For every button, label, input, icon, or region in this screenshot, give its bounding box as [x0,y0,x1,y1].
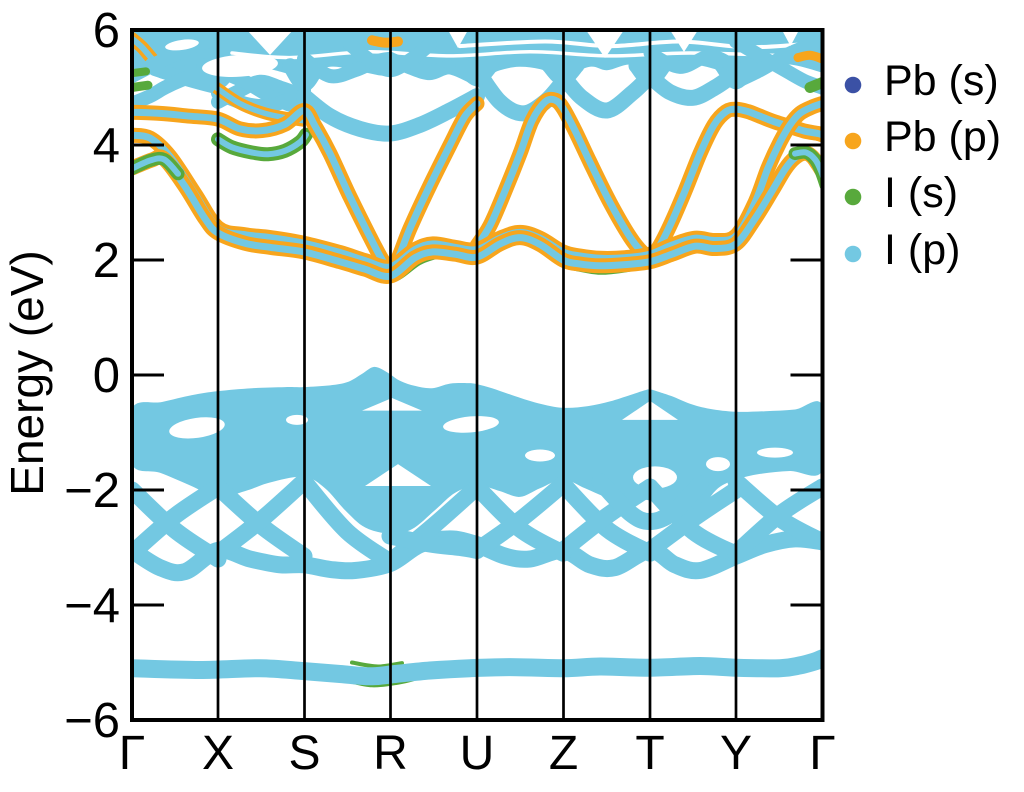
svg-text:X: X [202,727,234,780]
svg-text:S: S [288,727,320,780]
svg-text:0: 0 [93,349,120,403]
svg-text:Γ: Γ [119,727,145,780]
svg-text:−6: −6 [64,694,120,748]
svg-text:Energy (eV): Energy (eV) [1,250,53,495]
svg-text:I (s): I (s) [884,169,958,217]
svg-text:2: 2 [93,234,120,288]
svg-text:Z: Z [549,727,578,780]
svg-text:Pb (p): Pb (p) [884,113,1001,161]
svg-text:I (p): I (p) [884,226,960,274]
svg-text:R: R [373,727,408,780]
svg-text:Pb (s): Pb (s) [884,57,999,105]
svg-text:Y: Y [720,727,752,780]
svg-text:6: 6 [93,4,120,58]
svg-text:−4: −4 [64,579,120,633]
svg-text:Γ: Γ [809,727,835,780]
svg-text:T: T [635,727,664,780]
svg-text:−2: −2 [64,464,120,518]
svg-text:4: 4 [93,119,120,173]
svg-text:U: U [460,727,495,780]
